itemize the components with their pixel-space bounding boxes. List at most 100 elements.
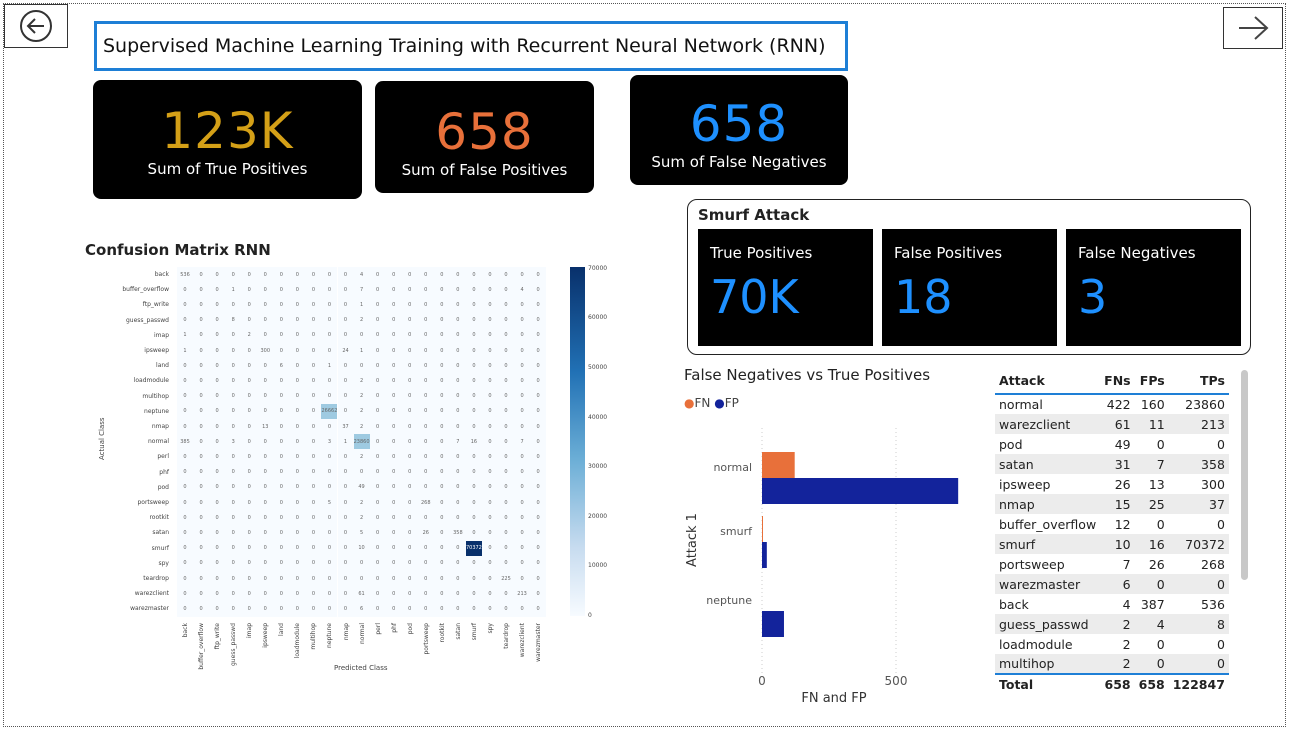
matrix-cell: 0 (177, 388, 194, 404)
matrix-cell: 0 (321, 312, 338, 328)
row-label: satan (152, 529, 169, 537)
matrix-cell: 0 (305, 479, 322, 495)
table-cell: 26 (1114, 476, 1131, 492)
matrix-cell: 0 (209, 358, 226, 374)
matrix-cell: 0 (369, 601, 386, 617)
column-header[interactable]: FNs (1104, 373, 1131, 388)
bar-fn-normal[interactable] (762, 452, 795, 478)
matrix-cell: 0 (273, 267, 290, 283)
bar-fn-smurf[interactable] (762, 516, 763, 542)
table-cell: nmap (995, 494, 1101, 514)
matrix-cell: 0 (177, 282, 194, 298)
matrix-cell: 0 (305, 343, 322, 359)
matrix-cell: 0 (481, 297, 498, 313)
matrix-cell: 0 (417, 586, 434, 602)
bar-fp-smurf[interactable] (762, 542, 767, 568)
matrix-cell: 0 (209, 267, 226, 283)
matrix-cell: 0 (225, 525, 242, 541)
matrix-cell: 0 (209, 343, 226, 359)
table-cell: 7 (1134, 454, 1169, 474)
matrix-cell: 0 (433, 540, 450, 556)
matrix-cell: 1 (337, 434, 354, 450)
matrix-cell: 0 (465, 479, 482, 495)
matrix-cell: 0 (481, 434, 498, 450)
matrix-cell: 2 (353, 388, 370, 404)
table-cell: 0 (1216, 636, 1225, 652)
matrix-cell: 0 (257, 601, 274, 617)
matrix-cell: 0 (337, 586, 354, 602)
matrix-cell: 0 (465, 601, 482, 617)
matrix-cell: 0 (193, 312, 210, 328)
matrix-cell: 0 (514, 601, 531, 617)
table-cell: 0 (1156, 636, 1165, 652)
matrix-cell: 0 (514, 312, 531, 328)
matrix-cell: 0 (193, 586, 210, 602)
bar-fp-neptune[interactable] (762, 611, 784, 637)
matrix-cell: 0 (321, 464, 338, 480)
matrix-cell: 0 (225, 388, 242, 404)
matrix-cell: 0 (530, 419, 547, 435)
matrix-cell: 0 (305, 297, 322, 313)
matrix-cell: 0 (401, 312, 418, 328)
table-row: warezmaster 6 0 0 (995, 574, 1229, 594)
kpi-false-negatives: 658 Sum of False Negatives (630, 75, 848, 185)
matrix-cell: 0 (225, 479, 242, 495)
matrix-cell: 37 (337, 419, 354, 435)
back-button[interactable] (4, 4, 68, 48)
matrix-cell: 0 (369, 358, 386, 374)
matrix-cell: 0 (225, 510, 242, 526)
table-cell: 6 (1100, 574, 1135, 594)
bar-fp-normal[interactable] (762, 478, 959, 504)
matrix-cell: 0 (257, 403, 274, 419)
row-label: ipsweep (144, 347, 169, 354)
matrix-cell: 0 (241, 510, 258, 526)
matrix-cell: 0 (417, 419, 434, 435)
matrix-cell: 0 (385, 388, 402, 404)
matrix-cell: 0 (385, 540, 402, 556)
column-label: loadmodule (294, 622, 302, 658)
matrix-cell: 0 (369, 388, 386, 404)
kpi-value: 123K (161, 102, 294, 160)
row-label: pod (157, 483, 169, 491)
column-header[interactable]: FPs (1139, 373, 1165, 388)
matrix-cell: 0 (209, 327, 226, 343)
matrix-cell: 0 (289, 282, 306, 298)
matrix-cell: 0 (321, 525, 338, 541)
row-label: multihop (142, 392, 169, 400)
matrix-cell: 0 (241, 388, 258, 404)
matrix-cell: 0 (498, 388, 515, 404)
matrix-cell: 0 (481, 327, 498, 343)
row-label: warezmaster (130, 605, 169, 613)
matrix-cell: 0 (449, 373, 466, 389)
matrix-cell: 0 (417, 282, 434, 298)
matrix-cell: 0 (273, 571, 290, 587)
matrix-cell: 0 (465, 571, 482, 587)
matrix-cell: 0 (401, 601, 418, 617)
matrix-cell: 0 (465, 312, 482, 328)
category-label: smurf (720, 525, 753, 538)
matrix-cell: 0 (417, 510, 434, 526)
table-cell: 358 (1168, 454, 1229, 474)
y-axis-title: Attack 1 (685, 513, 700, 567)
matrix-cell: 0 (337, 464, 354, 480)
matrix-cell: 0 (514, 388, 531, 404)
matrix-cell: 0 (433, 419, 450, 435)
matrix-cell: 0 (481, 343, 498, 359)
column-label: pod (406, 622, 414, 634)
matrix-cell: 0 (177, 403, 194, 419)
table-header: Attack FNs FPs TPs (995, 368, 1229, 394)
column-header[interactable]: TPs (1199, 373, 1225, 388)
forward-button[interactable] (1223, 7, 1283, 49)
matrix-cell: 0 (530, 540, 547, 556)
matrix-cell: 0 (305, 267, 322, 283)
matrix-cell: 2 (353, 403, 370, 419)
matrix-cell: 0 (385, 495, 402, 511)
colorbar (570, 267, 585, 616)
card-value: 70K (710, 270, 799, 324)
matrix-cell: 0 (241, 343, 258, 359)
column-label: portsweep (422, 622, 430, 655)
table-scrollbar[interactable] (1241, 370, 1248, 580)
matrix-cell: 0 (289, 297, 306, 313)
column-header[interactable]: Attack (999, 373, 1045, 388)
matrix-cell: 0 (257, 297, 274, 313)
